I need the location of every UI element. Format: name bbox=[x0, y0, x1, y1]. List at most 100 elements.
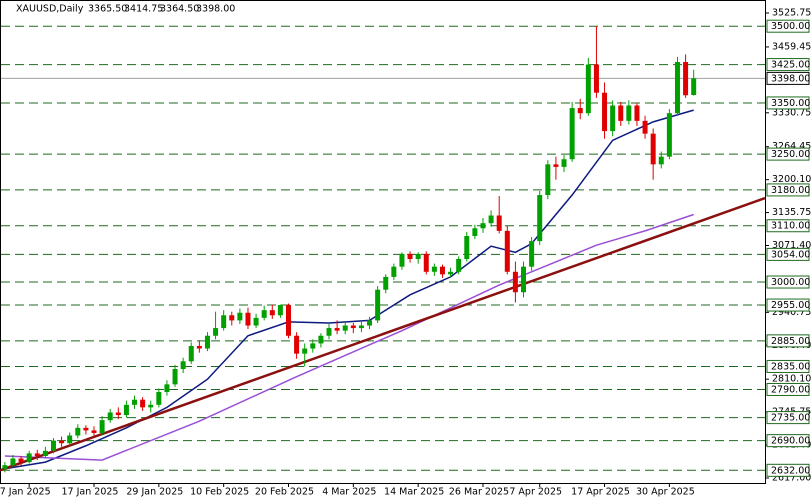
level-label: 3500.00 bbox=[771, 21, 810, 32]
candle-body bbox=[156, 392, 162, 405]
level-label: 3180.00 bbox=[771, 185, 810, 196]
candle-body bbox=[431, 266, 437, 272]
candle-body bbox=[674, 62, 680, 114]
x-tick-label: 7 Apr 2025 bbox=[509, 487, 562, 498]
y-tick-label: 2617.00 bbox=[772, 472, 811, 483]
candle-body bbox=[107, 412, 113, 421]
x-tick-label: 30 Apr 2025 bbox=[636, 487, 695, 498]
candle-body bbox=[537, 195, 543, 242]
candle-body bbox=[367, 320, 373, 326]
ohlc-low: 3364.50 bbox=[160, 4, 199, 15]
indicator-line bbox=[0, 196, 766, 472]
candle-body bbox=[221, 315, 227, 329]
candle-body bbox=[18, 458, 24, 463]
candle-body bbox=[512, 271, 518, 293]
candle-body bbox=[464, 235, 470, 259]
level-label: 3110.00 bbox=[771, 221, 810, 232]
candle-body bbox=[407, 253, 413, 259]
level-label: 2790.00 bbox=[771, 384, 810, 395]
candle-body bbox=[59, 440, 65, 444]
candle-body bbox=[642, 120, 648, 134]
y-tick-label: 3525.75 bbox=[772, 8, 811, 19]
candle-body bbox=[115, 412, 121, 416]
x-tick-label: 26 Mar 2025 bbox=[449, 487, 509, 498]
x-tick-label: 14 Mar 2025 bbox=[384, 487, 444, 498]
candle-body bbox=[294, 335, 300, 354]
ohlc-close: 3398.00 bbox=[196, 4, 235, 15]
candle-body bbox=[480, 223, 486, 229]
level-label-box bbox=[766, 58, 810, 72]
level-label: 2735.00 bbox=[771, 413, 810, 424]
candle-body bbox=[285, 305, 291, 336]
candle-body bbox=[253, 317, 259, 326]
x-tick-label: 4 Mar 2025 bbox=[322, 487, 376, 498]
candle-body bbox=[318, 335, 324, 344]
x-tick-label: 17 Apr 2025 bbox=[571, 487, 630, 498]
x-tick-label: 20 Feb 2025 bbox=[255, 487, 314, 498]
candle-body bbox=[277, 305, 283, 316]
candle-body bbox=[634, 105, 640, 121]
candle-body bbox=[496, 215, 502, 231]
candle-body bbox=[650, 133, 656, 165]
candle-body bbox=[188, 345, 194, 362]
candle-body bbox=[561, 159, 567, 167]
candle-body bbox=[2, 465, 8, 469]
last-price-box bbox=[766, 71, 810, 85]
level-label: 2835.00 bbox=[771, 361, 810, 372]
candle-body bbox=[683, 62, 689, 96]
ohlc-high: 3414.75 bbox=[124, 4, 163, 15]
level-label-box bbox=[766, 19, 810, 33]
candle-body bbox=[488, 215, 494, 224]
candle-body bbox=[172, 369, 178, 385]
candle-body bbox=[302, 348, 308, 354]
candle-body bbox=[415, 253, 421, 259]
level-label-box bbox=[766, 463, 810, 477]
candle-body bbox=[196, 345, 202, 349]
candle-body bbox=[213, 328, 219, 336]
candle-body bbox=[75, 427, 81, 436]
candle-body bbox=[42, 450, 48, 456]
plot-frame bbox=[0, 0, 766, 484]
candle-body bbox=[229, 315, 235, 321]
candle-body bbox=[545, 164, 551, 196]
candle-body bbox=[691, 78, 697, 96]
candle-body bbox=[610, 105, 616, 132]
level-label-box bbox=[766, 382, 810, 396]
candle-body bbox=[602, 92, 608, 132]
candle-body bbox=[123, 404, 129, 416]
level-label-box bbox=[766, 434, 810, 448]
level-label-box bbox=[766, 183, 810, 197]
y-tick-label: 3200.10 bbox=[772, 174, 811, 185]
candle-body bbox=[34, 453, 40, 456]
x-tick-label: 17 Jan 2025 bbox=[62, 487, 119, 498]
level-label-box bbox=[766, 247, 810, 261]
candle-body bbox=[399, 253, 405, 267]
y-tick-label: 3135.75 bbox=[772, 207, 811, 218]
candle-body bbox=[204, 335, 210, 349]
level-label: 2955.00 bbox=[771, 300, 810, 311]
y-tick-label: 2810.10 bbox=[772, 374, 811, 385]
level-label-box bbox=[766, 147, 810, 161]
level-label-box bbox=[766, 96, 810, 110]
level-label-box bbox=[766, 359, 810, 373]
candle-body bbox=[626, 105, 632, 121]
ohlc-open: 3365.50 bbox=[88, 4, 127, 15]
candle-body bbox=[585, 64, 591, 114]
candle-body bbox=[439, 266, 445, 275]
y-tick-label: 2940.75 bbox=[772, 307, 811, 318]
level-label: 3350.00 bbox=[771, 98, 810, 109]
x-tick-label: 10 Feb 2025 bbox=[190, 487, 249, 498]
candle-body bbox=[342, 325, 348, 331]
candle-body bbox=[50, 440, 56, 451]
level-label-box bbox=[766, 219, 810, 233]
candle-body bbox=[593, 64, 599, 93]
level-label: 2885.00 bbox=[771, 336, 810, 347]
candle-body bbox=[658, 156, 664, 165]
candle-body bbox=[375, 289, 381, 321]
level-label-box bbox=[766, 334, 810, 348]
candle-body bbox=[423, 253, 429, 272]
candle-body bbox=[326, 328, 332, 336]
candle-body bbox=[456, 258, 462, 272]
level-label: 3425.00 bbox=[771, 60, 810, 71]
